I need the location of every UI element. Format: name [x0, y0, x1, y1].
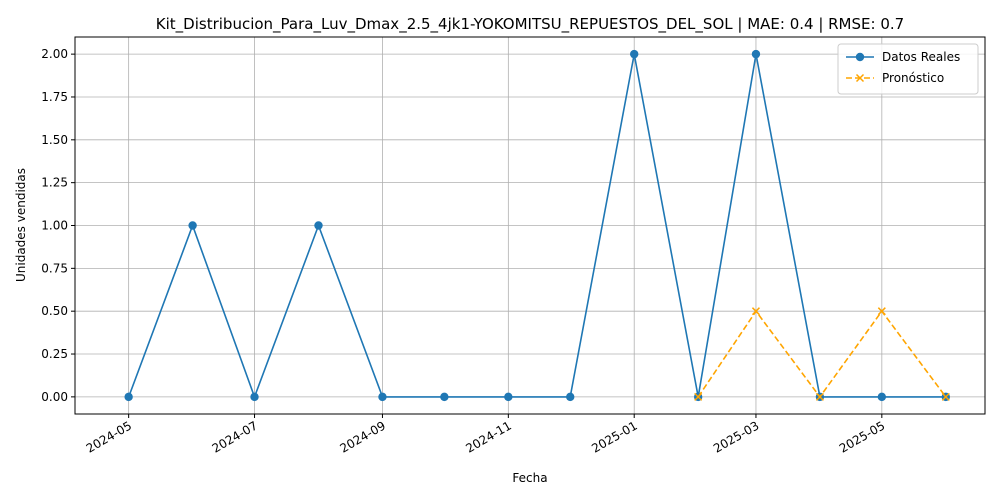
legend-marker — [855, 73, 865, 83]
legend-label: Pronóstico — [882, 71, 944, 85]
y-tick-label: 2.00 — [41, 47, 68, 61]
data-point — [504, 392, 513, 402]
y-tick-label: 1.75 — [41, 90, 68, 104]
x-tick-label: 2024-07 — [210, 418, 260, 455]
legend-marker — [855, 52, 865, 62]
data-point — [188, 221, 197, 230]
data-point — [941, 392, 950, 401]
x-axis-label: Fecha — [512, 471, 547, 485]
data-point — [566, 392, 575, 402]
x-tick-label: 2024-09 — [338, 418, 388, 455]
data-point — [378, 392, 387, 402]
x-tick-label: 2024-11 — [463, 418, 513, 455]
legend: Datos Reales Pronóstico — [837, 43, 979, 95]
plot-series — [124, 49, 950, 402]
y-tick-label: 0.00 — [41, 390, 68, 404]
data-point — [751, 49, 761, 59]
legend-entry: Datos Reales — [846, 50, 960, 64]
chart-title: Kit_Distribucion_Para_Luv_Dmax_2.5_4jk1-… — [156, 15, 904, 34]
x-tick-label: 2025-01 — [589, 418, 639, 455]
data-point — [124, 392, 133, 402]
data-point — [440, 392, 449, 402]
data-point — [751, 307, 760, 316]
legend-entry: Pronóstico — [846, 71, 944, 85]
y-tick-label: 1.50 — [41, 133, 68, 147]
y-tick-label: 1.00 — [41, 219, 68, 233]
y-tick-label: 0.75 — [41, 261, 68, 275]
legend-label: Datos Reales — [882, 50, 960, 64]
data-point — [250, 392, 259, 402]
data-point — [314, 221, 323, 230]
grid — [75, 37, 985, 414]
data-point — [630, 49, 639, 59]
y-tick-label: 0.50 — [41, 304, 68, 318]
data-point — [877, 307, 886, 316]
data-point — [877, 392, 887, 402]
y-tick-label: 0.25 — [41, 347, 68, 361]
x-tick-label: 2025-05 — [837, 418, 887, 455]
x-axis: 2024-05 2024-07 2024-09 2024-11 2025-01 2025-… — [84, 414, 887, 456]
data-point — [694, 392, 703, 401]
series-line — [127, 53, 946, 400]
y-axis-label: Unidades vendidas — [14, 168, 28, 282]
y-axis: 0.00 0.25 0.50 0.75 1.00 1.25 1.50 1.75 2.00 — [41, 47, 75, 404]
x-tick-label: 2025-03 — [711, 418, 761, 455]
data-point — [815, 392, 824, 401]
y-tick-label: 1.25 — [41, 176, 68, 190]
x-tick-label: 2024-05 — [84, 418, 134, 455]
